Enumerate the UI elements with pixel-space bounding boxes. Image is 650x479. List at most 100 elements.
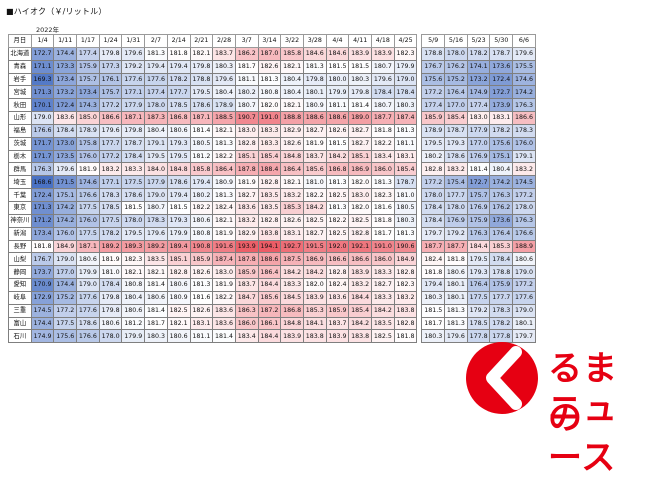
price-cell: 187.1 — [121, 111, 146, 125]
price-cell: 186.8 — [166, 111, 191, 125]
price-cell: 178.7 — [489, 46, 514, 61]
price-cell: 182.2 — [212, 290, 236, 305]
price-cell: 175.6 — [489, 136, 514, 151]
table-row: 山梨 176.7 179.0 180.6 181.9 182.3 183.5 185.1 185… — [8, 252, 536, 267]
price-cell: 177.0 — [444, 98, 468, 113]
price-cell: 178.0 — [121, 213, 146, 228]
header-row: 月日 1/4 1/11 1/17 1/24 1/31 2/7 2/14 2/21 2/28 3/7… — [8, 34, 536, 48]
price-cell: 184.2 — [348, 316, 372, 331]
price-cell: 174.5 — [30, 303, 55, 318]
kurumanonews-logo — [466, 342, 538, 414]
prefecture-name: 栃木 — [8, 149, 32, 164]
price-cell: 185.4 — [257, 149, 282, 164]
price-cell: 177.5 — [76, 226, 100, 241]
price-cell: 180.9 — [212, 175, 236, 190]
price-cell: 182.0 — [348, 200, 372, 215]
column-gap — [416, 227, 423, 240]
price-cell: 176.0 — [76, 213, 100, 228]
price-cell: 179.4 — [421, 278, 446, 292]
price-cell: 182.6 — [189, 303, 214, 318]
table-header: 月日 1/4 1/11 1/17 1/24 1/31 2/7 2/14 2/21 2/28 3/7… — [8, 34, 536, 48]
price-cell: 182.1 — [280, 98, 304, 113]
prefecture-name: 茨城 — [8, 136, 32, 151]
price-cell: 176.9 — [444, 213, 468, 228]
price-cell: 183.3 — [257, 136, 282, 151]
price-cell: 181.2 — [121, 316, 146, 331]
price-cell: 179.8 — [98, 303, 123, 318]
price-cell: 182.1 — [166, 316, 191, 331]
price-cell: 182.2 — [189, 200, 214, 215]
price-cell: 179.6 — [371, 72, 395, 87]
price-cell: 181.4 — [212, 329, 236, 344]
price-cell: 181.5 — [348, 59, 372, 74]
price-cell: 184.2 — [302, 265, 327, 280]
price-table: 月日 1/4 1/11 1/17 1/24 1/31 2/7 2/14 2/21 2/28 3/7… — [8, 34, 536, 344]
price-cell: 180.9 — [166, 290, 191, 305]
date-header: 2/7 — [144, 34, 168, 48]
price-cell: 179.3 — [466, 265, 491, 280]
price-cell: 189.4 — [166, 239, 191, 254]
price-cell: 182.2 — [371, 136, 395, 151]
price-cell: 176.0 — [76, 149, 100, 164]
price-cell: 178.3 — [144, 213, 168, 228]
price-cell: 187.5 — [280, 252, 304, 267]
price-cell: 179.8 — [302, 72, 327, 87]
prefecture-name: 千葉 — [8, 188, 32, 202]
price-cell: 182.7 — [348, 136, 372, 151]
price-cell: 182.3 — [393, 46, 418, 61]
price-cell: 181.3 — [144, 46, 168, 61]
price-cell: 174.6 — [512, 72, 536, 87]
price-cell: 184.2 — [280, 265, 304, 280]
price-cell: 176.3 — [512, 213, 536, 228]
price-cell: 185.3 — [280, 200, 304, 215]
price-cell: 183.0 — [234, 123, 259, 138]
price-cell: 175.6 — [53, 329, 78, 344]
price-cell: 179.9 — [393, 59, 418, 74]
price-cell: 181.1 — [189, 329, 214, 344]
price-cell: 177.2 — [512, 278, 536, 292]
price-cell: 175.9 — [489, 278, 514, 292]
price-cell: 192.7 — [280, 239, 304, 254]
price-cell: 184.9 — [53, 239, 78, 254]
column-gap — [416, 214, 423, 228]
column-gap — [416, 317, 423, 330]
date-header: 2/21 — [189, 34, 214, 48]
price-cell: 176.9 — [466, 149, 491, 164]
price-cell: 186.8 — [325, 162, 350, 177]
price-cell: 175.2 — [444, 72, 468, 87]
prefecture-name: 埼玉 — [8, 175, 32, 190]
price-cell: 178.9 — [421, 123, 446, 138]
price-cell: 172.4 — [30, 188, 55, 202]
price-cell: 181.8 — [166, 46, 191, 61]
column-gap — [416, 98, 423, 112]
price-cell: 178.7 — [121, 136, 146, 151]
price-cell: 184.8 — [166, 162, 191, 177]
price-cell: 182.5 — [325, 226, 350, 241]
table-body: 北海道 172.7 174.4 177.4 179.8 179.6 181.3 181.8 18… — [8, 46, 536, 344]
price-cell: 177.5 — [466, 290, 491, 305]
price-cell: 179.2 — [121, 59, 146, 74]
price-cell: 178.2 — [489, 316, 514, 331]
price-cell: 185.4 — [444, 111, 468, 125]
price-cell: 180.4 — [144, 123, 168, 138]
price-cell: 177.5 — [121, 175, 146, 190]
price-cell: 180.2 — [189, 188, 214, 202]
price-cell: 182.3 — [121, 252, 146, 267]
price-cell: 176.4 — [444, 85, 468, 100]
price-cell: 179.3 — [166, 136, 191, 151]
price-cell: 180.1 — [444, 290, 468, 305]
date-header: 3/28 — [302, 34, 327, 48]
price-cell: 183.9 — [302, 290, 327, 305]
price-cell: 191.0 — [371, 239, 395, 254]
price-cell: 181.4 — [189, 123, 214, 138]
price-cell: 179.3 — [166, 213, 191, 228]
price-cell: 194.1 — [257, 239, 282, 254]
price-cell: 180.3 — [348, 72, 372, 87]
price-cell: 180.5 — [189, 136, 214, 151]
price-cell: 185.4 — [348, 303, 372, 318]
price-cell: 183.6 — [325, 290, 350, 305]
price-cell: 191.0 — [257, 111, 282, 125]
price-cell: 182.1 — [121, 265, 146, 280]
price-cell: 182.8 — [393, 265, 418, 280]
price-cell: 180.6 — [166, 329, 191, 344]
